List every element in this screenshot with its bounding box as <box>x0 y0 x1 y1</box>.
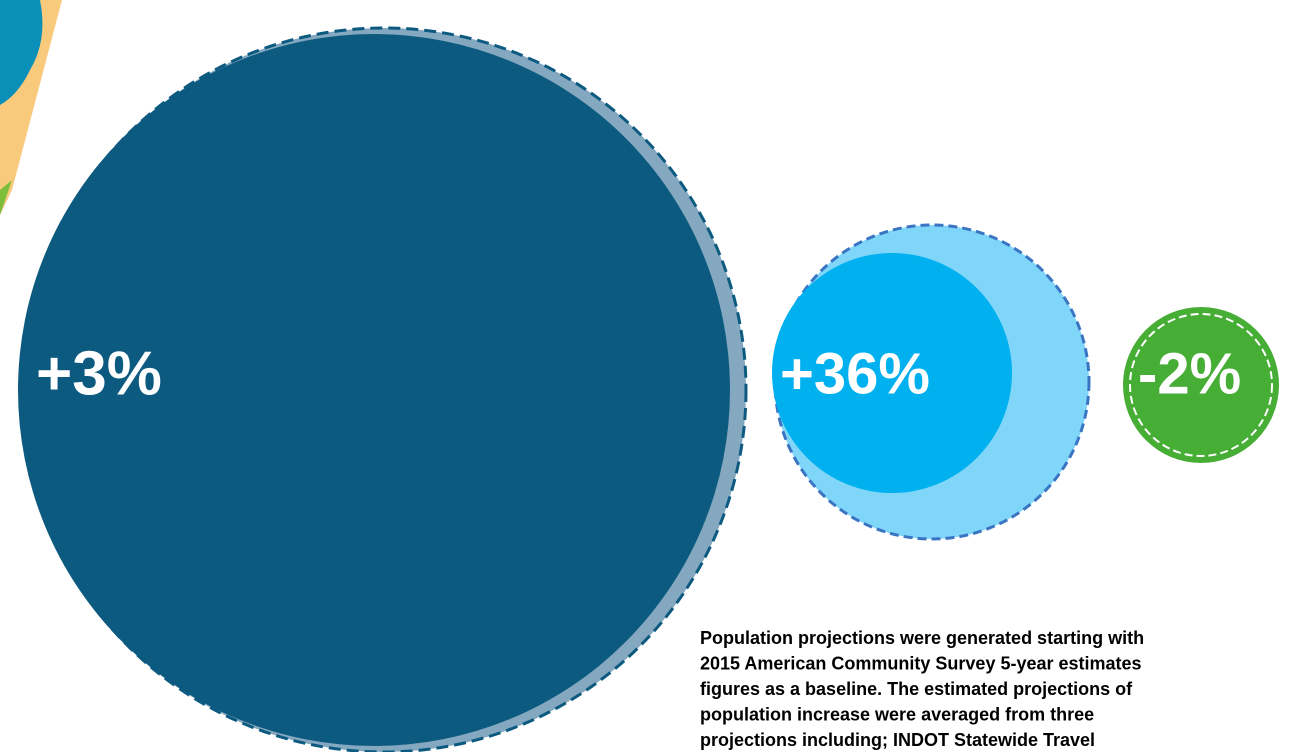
note-line: population increase were averaged from t… <box>700 705 1094 725</box>
bubble-large: +3% <box>18 26 748 752</box>
bubble-label: -2% <box>1138 341 1241 406</box>
note-line: figures as a baseline. The estimated pro… <box>700 679 1133 699</box>
bubble-medium: +36% <box>772 223 1091 541</box>
note: Population projections were generated st… <box>700 628 1144 750</box>
note-line: Population projections were generated st… <box>700 628 1144 648</box>
bubble-label: +36% <box>780 341 930 406</box>
bubble-label: +3% <box>36 339 162 408</box>
bubble-small: -2% <box>1123 307 1279 463</box>
decoration <box>0 0 62 215</box>
note-line: 2015 American Community Survey 5-year es… <box>700 654 1142 674</box>
note-line: projections including; INDOT Statewide T… <box>700 730 1095 750</box>
